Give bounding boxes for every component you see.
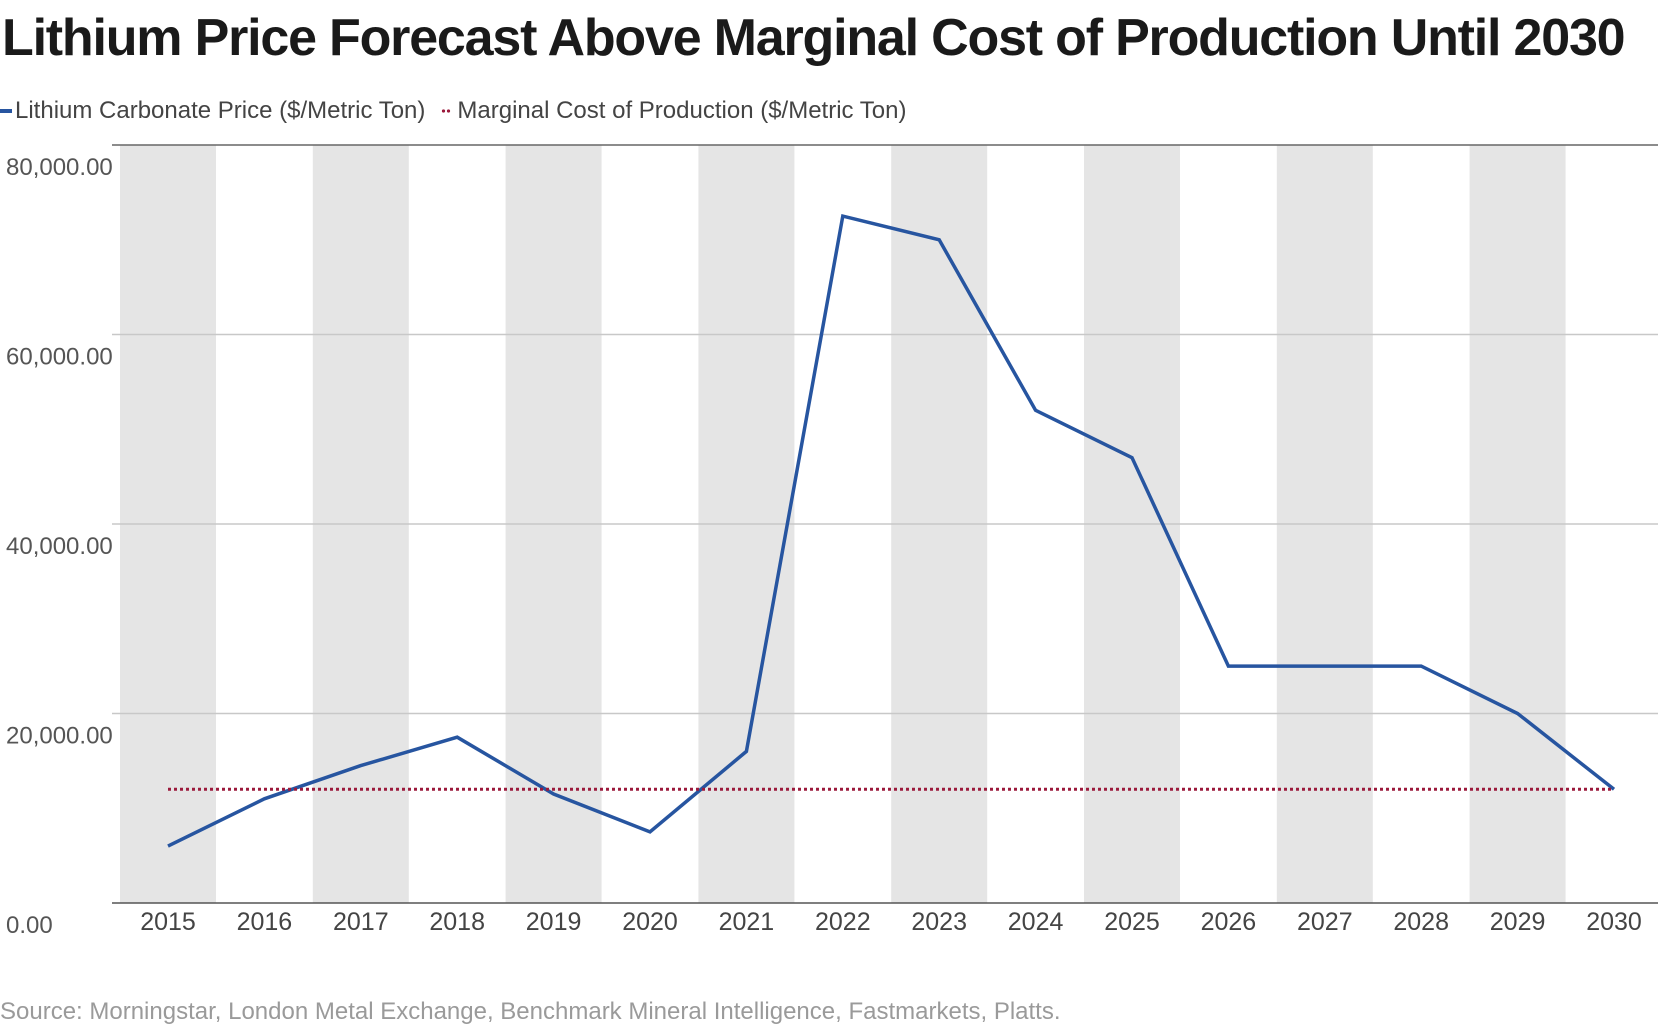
axes-layer [112,144,1658,904]
series-line-lithium-price [167,213,1616,848]
x-tick-label: 2029 [1490,908,1546,936]
x-tick-label: 2023 [911,908,967,936]
x-tick-label: 2015 [140,908,196,936]
x-tick-label: 2027 [1297,908,1353,936]
legend-item-marginal-cost: Marginal Cost of Production ($/Metric To… [441,97,906,125]
y-tick-label: 40,000.00 [6,533,113,560]
x-tick-label: 2030 [1586,908,1642,936]
chart-title: Lithium Price Forecast Above Marginal Co… [2,9,1626,67]
x-tick-label: 2020 [622,908,678,936]
x-tick-label: 2021 [719,908,775,936]
legend-label-price: Lithium Carbonate Price ($/Metric Ton) [15,97,426,124]
x-tick-label: 2026 [1201,908,1257,936]
x-tick-label: 2028 [1393,908,1449,936]
y-tick-label: 60,000.00 [6,344,113,371]
x-tick-label: 2024 [1008,908,1064,936]
source-note: Source: Morningstar, London Metal Exchan… [0,998,1061,1025]
series-layer [167,213,1616,848]
y-tick-label: 80,000.00 [6,154,113,181]
grid-lines [112,333,1658,715]
legend: Lithium Carbonate Price ($/Metric Ton) M… [0,96,922,126]
legend-label-marginal-cost: Marginal Cost of Production ($/Metric To… [457,97,907,124]
x-tick-label: 2019 [526,908,582,936]
x-tick-label: 2018 [429,908,485,936]
y-axis-labels: 80,000.00 60,000.00 40,000.00 20,000.00 0.00 [6,154,113,939]
y-tick-label: 20,000.00 [6,723,113,750]
legend-swatch-marginal-cost [441,109,452,113]
x-tick-label: 2017 [333,908,389,936]
x-tick-label: 2016 [237,908,293,936]
legend-item-price: Lithium Carbonate Price ($/Metric Ton) [0,97,425,125]
y-tick-label: 0.00 [6,912,53,939]
x-tick-label: 2025 [1104,908,1160,936]
plot-area: 80,000.00 60,000.00 40,000.00 20,000.00 0.00… [6,144,1658,939]
legend-swatch-price [0,109,12,113]
x-tick-label: 2022 [815,908,871,936]
x-axis-labels: 2015 2016 2017 2018 2019 2020 2021 2022 2023 2024… [140,908,1642,936]
